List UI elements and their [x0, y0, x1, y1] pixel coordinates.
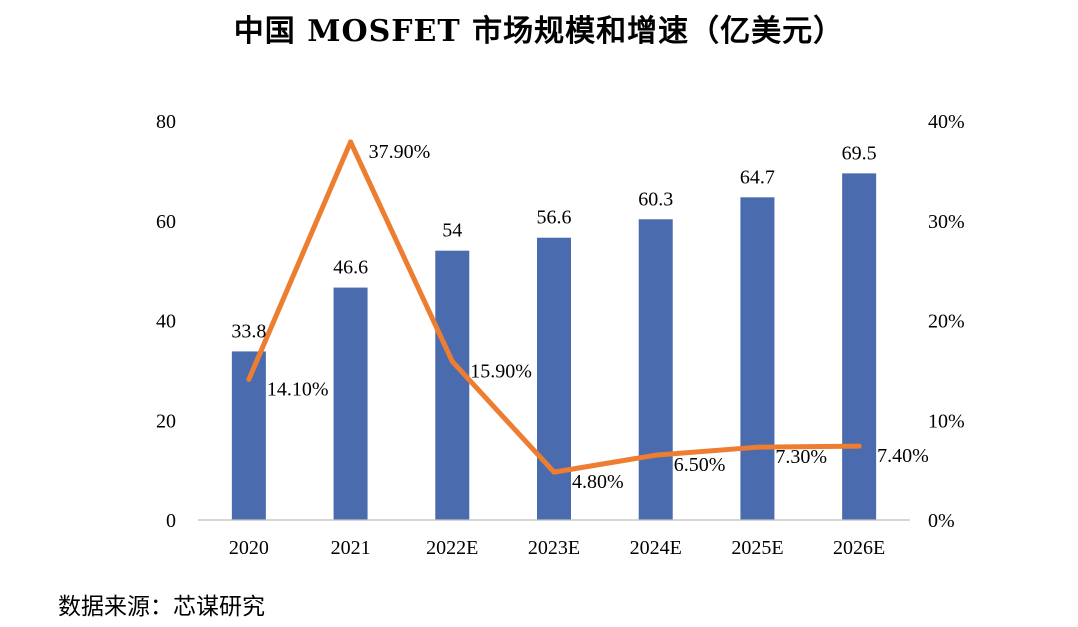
growth-point-2023E: [551, 469, 557, 475]
growth-value-label: 7.30%: [775, 446, 827, 468]
y-tick-label: 20: [156, 410, 176, 432]
y-tick-label: 80: [156, 111, 176, 133]
y2-tick-label: 0%: [928, 510, 955, 532]
growth-point-2022E: [449, 358, 455, 364]
x-tick-label: 2021: [331, 537, 371, 559]
x-tick-label: 2025E: [731, 537, 783, 559]
growth-value-label: 7.40%: [877, 445, 929, 467]
growth-value-label: 4.80%: [572, 471, 624, 493]
growth-point-2025E: [754, 444, 760, 450]
bar-value-label: 60.3: [638, 188, 673, 210]
bar-value-label: 64.7: [740, 166, 775, 188]
growth-point-2024E: [653, 452, 659, 458]
bar-2025E: [740, 197, 775, 520]
y-tick-label: 0: [166, 510, 176, 532]
y2-tick-label: 10%: [928, 410, 965, 432]
bar-2023E: [537, 237, 571, 520]
x-tick-label: 2023E: [528, 537, 580, 559]
source-note: 数据来源：芯谋研究: [58, 594, 265, 620]
growth-value-label: 37.90%: [369, 141, 431, 163]
y2-tick-label: 40%: [928, 111, 965, 133]
x-tick-label: 2024E: [630, 537, 682, 559]
bar-2024E: [638, 219, 673, 520]
bar-value-label: 33.8: [231, 320, 266, 342]
y2-tick-label: 20%: [928, 311, 965, 333]
y-tick-label: 40: [156, 311, 176, 333]
x-tick-label: 2020: [229, 537, 269, 559]
growth-value-label: 6.50%: [674, 454, 726, 476]
bar-value-label: 69.5: [842, 142, 877, 164]
growth-point-2021: [348, 139, 354, 145]
growth-point-2020: [246, 376, 252, 382]
bar-value-label: 56.6: [537, 207, 572, 229]
bar-2021: [333, 287, 368, 520]
bar-2022E: [435, 250, 470, 521]
growth-point-2026E: [856, 443, 862, 449]
chart-title: 中国 MOSFET 市场规模和增速（亿美元）: [233, 14, 845, 49]
bar-2026E: [842, 173, 877, 520]
bar-value-label: 54: [442, 220, 462, 242]
x-tick-label: 2026E: [833, 537, 885, 559]
growth-value-label: 14.10%: [267, 378, 329, 400]
y-tick-label: 60: [156, 211, 176, 233]
bar-value-label: 46.6: [333, 257, 368, 279]
y2-tick-label: 30%: [928, 211, 965, 233]
x-tick-label: 2022E: [426, 537, 478, 559]
growth-value-label: 15.90%: [470, 360, 532, 382]
